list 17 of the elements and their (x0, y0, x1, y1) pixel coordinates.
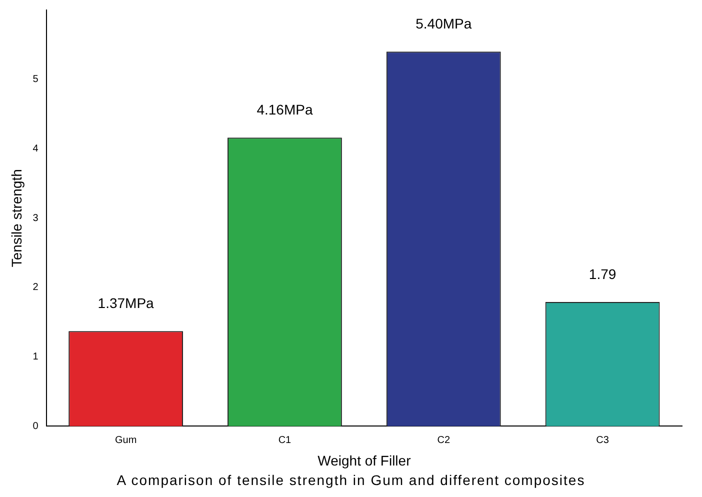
x-tick-label: C3 (596, 434, 610, 446)
y-axis-title: Tensile strength (8, 169, 24, 268)
text: A comparison of tensile strength in Gum and different composites (116, 472, 586, 488)
y-tick-label: 3 (32, 212, 39, 224)
y-tick-label: 4 (32, 143, 39, 154)
data-label: 5.40MPa (416, 15, 472, 32)
x-tick-label: C1 (278, 434, 292, 446)
y-tick-label: 2 (32, 282, 39, 294)
x-axis-title: Weight of Filler (318, 452, 412, 468)
data-label: 1.79 (588, 266, 616, 282)
data-label: 4.16MPa (256, 101, 313, 118)
y-tick-label: 5 (32, 74, 39, 86)
y-tick-label: 0 (32, 420, 39, 432)
data-label: 1.37MPa (98, 295, 154, 312)
y-tick-label: 1 (32, 352, 39, 363)
x-tick-label: C2 (437, 434, 450, 446)
x-tick-label: Gum (114, 434, 137, 446)
